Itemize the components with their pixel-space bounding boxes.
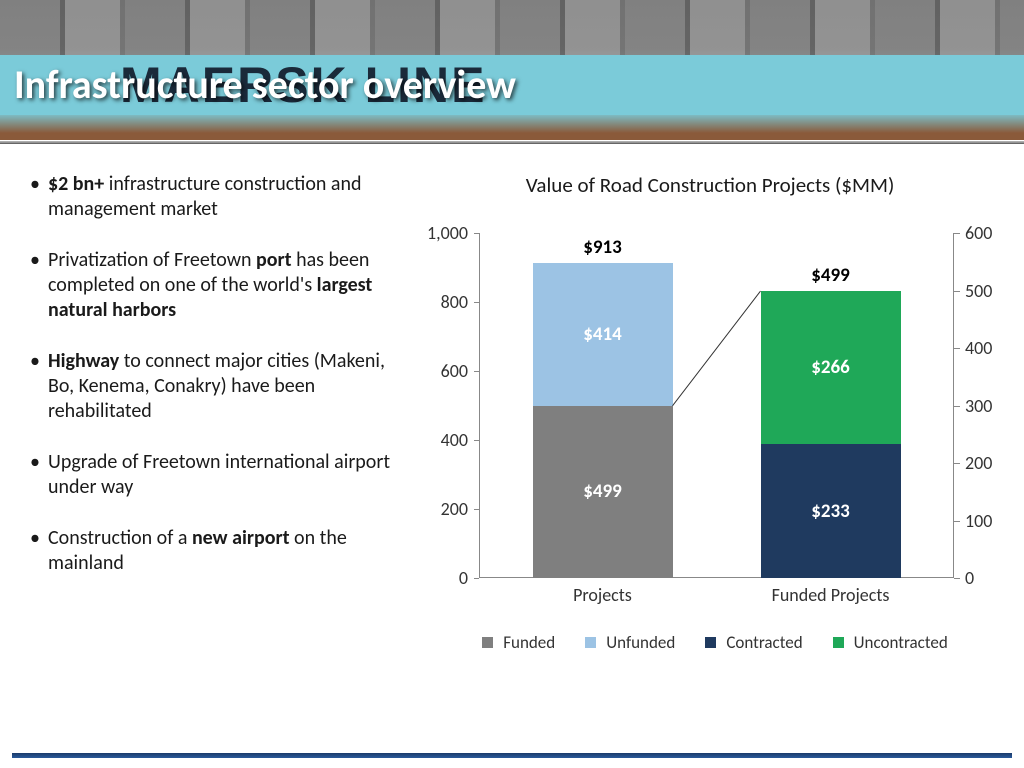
y-right-label: 400 <box>965 337 992 359</box>
legend-item: Uncontracted <box>823 632 948 653</box>
bullet-item: Upgrade of Freetown international airpor… <box>30 450 410 500</box>
content-area: $2 bn+ infrastructure construction and m… <box>0 144 1024 653</box>
x-label: Funded Projects <box>741 584 921 606</box>
bar-segment: $233 <box>761 444 901 578</box>
legend-item: Funded <box>472 632 555 653</box>
chart-title: Value of Road Construction Projects ($MM… <box>416 172 1004 198</box>
bar-segment: $499 <box>533 406 673 578</box>
bullet-item: Privatization of Freetown port has been … <box>30 248 410 323</box>
y-left-label: 600 <box>441 360 468 382</box>
bullet-item: Highway to connect major cities (Makeni,… <box>30 349 410 424</box>
legend-item: Unfunded <box>575 632 675 653</box>
y-left-label: 0 <box>459 567 468 589</box>
bullet-item: Construction of a new airport on the mai… <box>30 526 410 576</box>
y-left-label: 200 <box>441 498 468 520</box>
bullet-item: $2 bn+ infrastructure construction and m… <box>30 172 410 222</box>
y-right-label: 200 <box>965 452 992 474</box>
slide-title: Infrastructure sector overview <box>14 60 516 109</box>
y-right-label: 100 <box>965 510 992 532</box>
legend-item: Contracted <box>695 632 802 653</box>
chart-legend: Funded Unfunded Contracted Uncontracted <box>416 632 1004 653</box>
y-left-label: 1,000 <box>427 222 468 244</box>
y-right-label: 500 <box>965 280 992 302</box>
bar-segment: $266 <box>761 291 901 444</box>
bar-total: $499 <box>761 264 901 287</box>
header-banner: MAERSK LINE Infrastructure sector overvi… <box>0 0 1024 140</box>
bar-segment: $414 <box>533 263 673 406</box>
chart-column: Value of Road Construction Projects ($MM… <box>410 172 1004 653</box>
y-right-label: 300 <box>965 395 992 417</box>
y-right-label: 600 <box>965 222 992 244</box>
y-right-label: 0 <box>965 567 974 589</box>
x-label: Projects <box>513 584 693 606</box>
footer-bar <box>12 753 1012 758</box>
chart-area: 0 200 400 600 800 1,000 0 100 200 300 400 500 600 $49… <box>424 218 1004 618</box>
bullet-list: $2 bn+ infrastructure construction and m… <box>30 172 410 576</box>
bullet-column: $2 bn+ infrastructure construction and m… <box>30 172 410 653</box>
y-left-label: 800 <box>441 291 468 313</box>
y-left-label: 400 <box>441 429 468 451</box>
bar-total: $913 <box>533 236 673 259</box>
